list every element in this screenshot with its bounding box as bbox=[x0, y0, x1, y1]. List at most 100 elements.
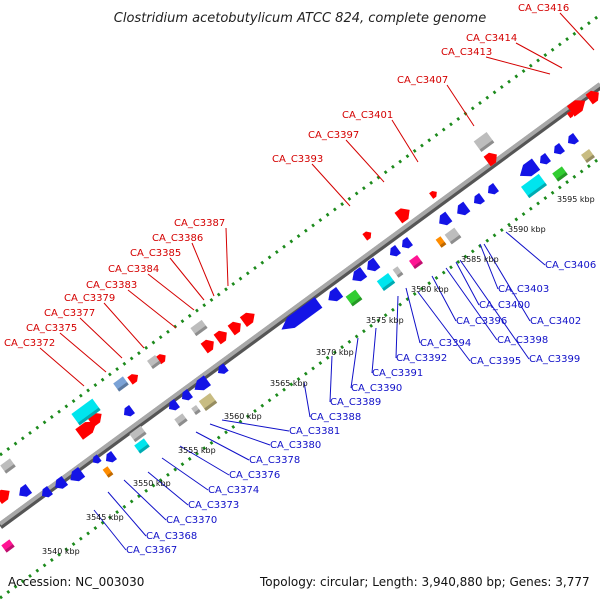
reverse-gene-13-shape bbox=[352, 267, 368, 282]
scale-tick-3555: 3555 kbp bbox=[178, 446, 216, 455]
reverse-leader-13 bbox=[395, 295, 399, 359]
gene-label-ca-c3401[interactable]: CA_C3401 bbox=[342, 110, 393, 121]
gene-label-ca-c3399[interactable]: CA_C3399 bbox=[529, 354, 580, 365]
scale-tick-3585: 3585 kbp bbox=[461, 255, 499, 264]
reverse-gene-5 bbox=[105, 451, 117, 463]
reverse-gene-1 bbox=[41, 486, 53, 498]
reverse-leader-8 bbox=[221, 419, 290, 432]
gene-label-ca-c3372[interactable]: CA_C3372 bbox=[4, 338, 55, 349]
genome-stats-text: Topology: circular; Length: 3,940,880 bp… bbox=[259, 575, 590, 589]
gene-label-ca-c3384[interactable]: CA_C3384 bbox=[108, 264, 159, 275]
reverse-gene-10 bbox=[217, 363, 229, 374]
reverse-box-12-shape bbox=[444, 227, 462, 245]
reverse-gene-22 bbox=[539, 153, 551, 165]
reverse-gene-18 bbox=[457, 201, 471, 216]
reverse-gene-11-shape bbox=[281, 297, 323, 330]
forward-gene-5-shape bbox=[200, 339, 214, 354]
reverse-box-12 bbox=[444, 227, 462, 245]
gene-label-ca-c3377[interactable]: CA_C3377 bbox=[44, 308, 95, 319]
reverse-box-5-shape bbox=[191, 405, 201, 415]
reverse-box-6 bbox=[198, 393, 218, 411]
reverse-gene-12-shape bbox=[328, 287, 344, 302]
gene-label-ca-c3368[interactable]: CA_C3368 bbox=[146, 531, 197, 542]
forward-gene-4 bbox=[155, 354, 166, 365]
forward-leader-4 bbox=[127, 289, 177, 329]
reverse-gene-17 bbox=[439, 211, 453, 226]
forward-gene-6 bbox=[213, 330, 227, 345]
reverse-box-7-shape bbox=[345, 289, 363, 307]
reverse-box-15-shade bbox=[585, 154, 595, 163]
reverse-gene-5-shape bbox=[105, 451, 117, 463]
gene-label-ca-c3378[interactable]: CA_C3378 bbox=[249, 455, 300, 466]
reverse-leader-7 bbox=[209, 423, 271, 446]
forward-box-5 bbox=[473, 132, 495, 152]
forward-gene-15-shape bbox=[566, 111, 574, 119]
forward-leader-14 bbox=[515, 42, 563, 69]
gene-label-ca-c3398[interactable]: CA_C3398 bbox=[497, 335, 548, 346]
gene-label-ca-c3381[interactable]: CA_C3381 bbox=[289, 426, 340, 437]
gene-label-ca-c3388[interactable]: CA_C3388 bbox=[310, 412, 361, 423]
forward-gene-15 bbox=[566, 111, 574, 119]
gene-label-ca-c3392[interactable]: CA_C3392 bbox=[396, 353, 447, 364]
forward-box-2-shade bbox=[117, 382, 129, 392]
reverse-gene-12 bbox=[328, 287, 344, 302]
forward-gene-4-shape bbox=[155, 354, 166, 365]
reverse-box-15 bbox=[581, 149, 595, 163]
forward-gene-11-shape bbox=[429, 190, 437, 199]
gene-label-ca-c3370[interactable]: CA_C3370 bbox=[166, 515, 217, 526]
gene-label-ca-c3385[interactable]: CA_C3385 bbox=[130, 248, 181, 259]
gene-label-ca-c3380[interactable]: CA_C3380 bbox=[270, 440, 321, 451]
reverse-gene-13 bbox=[352, 267, 368, 282]
gene-label-ca-c3403[interactable]: CA_C3403 bbox=[498, 284, 549, 295]
gene-label-ca-c3375[interactable]: CA_C3375 bbox=[26, 323, 77, 334]
gene-label-ca-c3395[interactable]: CA_C3395 bbox=[470, 356, 521, 367]
reverse-box-6-shape bbox=[198, 393, 218, 411]
reverse-gene-17-shape bbox=[439, 211, 453, 226]
gene-label-ca-c3414[interactable]: CA_C3414 bbox=[466, 33, 517, 44]
forward-leader-12 bbox=[446, 84, 475, 127]
forward-leader-6 bbox=[169, 257, 205, 301]
forward-box-0-shade bbox=[4, 464, 16, 474]
gene-label-ca-c3396[interactable]: CA_C3396 bbox=[456, 316, 507, 327]
gene-label-ca-c3367[interactable]: CA_C3367 bbox=[126, 545, 177, 556]
forward-gene-8-shape bbox=[239, 312, 255, 327]
forward-leader-13 bbox=[485, 56, 551, 75]
forward-box-0 bbox=[0, 458, 16, 474]
gene-label-ca-c3387[interactable]: CA_C3387 bbox=[174, 218, 225, 229]
forward-gene-9 bbox=[394, 208, 410, 224]
gene-label-ca-c3402[interactable]: CA_C3402 bbox=[530, 316, 581, 327]
gene-label-ca-c3416[interactable]: CA_C3416 bbox=[518, 3, 569, 14]
reverse-gene-10-shape bbox=[217, 363, 229, 374]
forward-leader-8 bbox=[225, 227, 229, 287]
reverse-box-13 bbox=[520, 173, 548, 199]
reverse-gene-23-shape bbox=[553, 143, 565, 155]
reverse-box-2-shade bbox=[133, 431, 147, 443]
gene-label-ca-c3394[interactable]: CA_C3394 bbox=[420, 338, 471, 349]
forward-box-2-shape bbox=[113, 376, 129, 392]
gene-label-ca-c3393[interactable]: CA_C3393 bbox=[272, 154, 323, 165]
reverse-leader-6 bbox=[195, 431, 250, 461]
reverse-gene-7 bbox=[168, 399, 180, 411]
gene-label-ca-c3397[interactable]: CA_C3397 bbox=[308, 130, 359, 141]
gene-label-ca-c3390[interactable]: CA_C3390 bbox=[351, 383, 402, 394]
scale-tick-labels: 3540 kbp 3545 kbp 3550 kbp 3555 kbp 3560… bbox=[42, 195, 595, 556]
gene-label-ca-c3376[interactable]: CA_C3376 bbox=[229, 470, 280, 481]
gene-label-ca-c3386[interactable]: CA_C3386 bbox=[152, 233, 203, 244]
gene-label-ca-c3383[interactable]: CA_C3383 bbox=[86, 280, 137, 291]
gene-label-ca-c3379[interactable]: CA_C3379 bbox=[64, 293, 115, 304]
forward-box-1 bbox=[71, 398, 101, 426]
gene-label-ca-c3400[interactable]: CA_C3400 bbox=[479, 300, 530, 311]
forward-gene-9-shape bbox=[394, 208, 410, 224]
forward-gene-14 bbox=[585, 90, 599, 105]
gene-label-ca-c3374[interactable]: CA_C3374 bbox=[208, 485, 259, 496]
gene-label-ca-c3389[interactable]: CA_C3389 bbox=[330, 397, 381, 408]
reverse-box-10-shade bbox=[413, 260, 423, 269]
gene-label-ca-c3406[interactable]: CA_C3406 bbox=[545, 260, 596, 271]
gene-label-ca-c3391[interactable]: CA_C3391 bbox=[372, 368, 423, 379]
reverse-box-8 bbox=[376, 273, 396, 291]
reverse-box-10-shape bbox=[409, 255, 423, 269]
gene-label-ca-c3413[interactable]: CA_C3413 bbox=[441, 47, 492, 58]
gene-label-ca-c3407[interactable]: CA_C3407 bbox=[397, 75, 448, 86]
forward-box-2 bbox=[113, 376, 129, 392]
gene-label-ca-c3373[interactable]: CA_C3373 bbox=[188, 500, 239, 511]
